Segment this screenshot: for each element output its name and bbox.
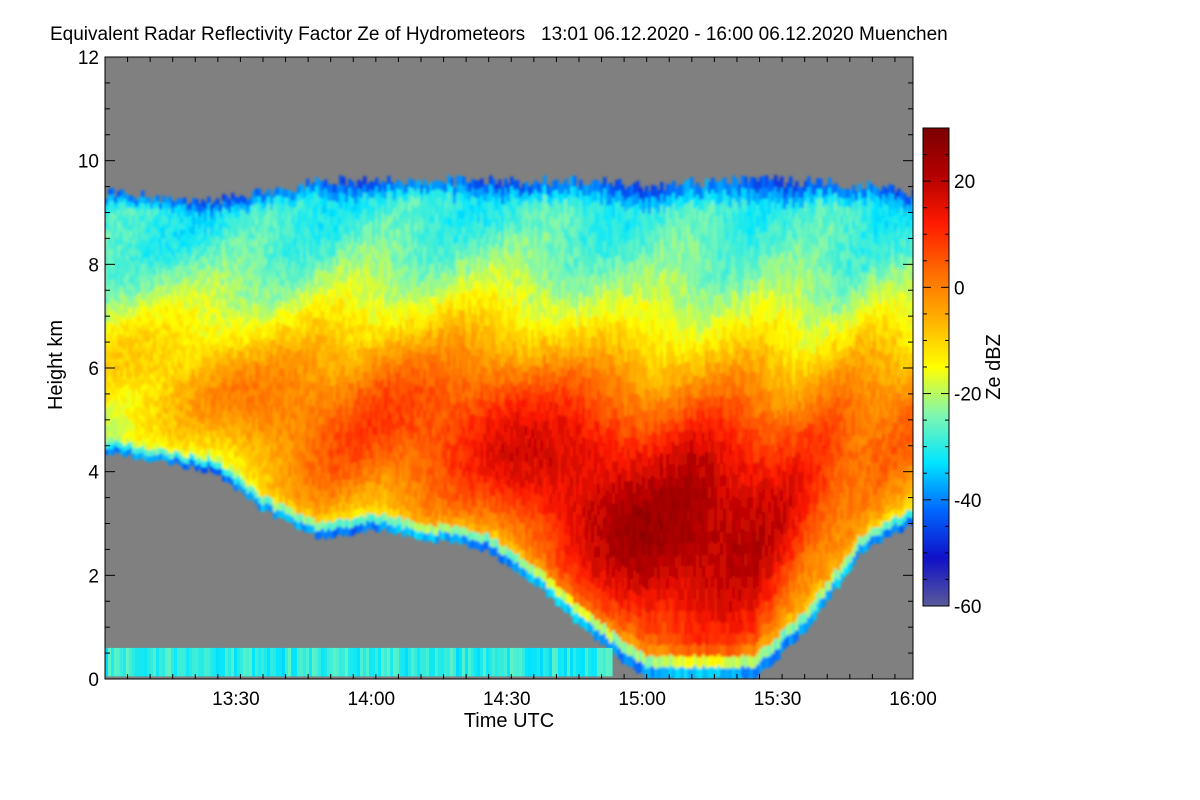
x-tick-label: 14:00 — [348, 689, 396, 710]
colorbar-tick-label: -60 — [954, 597, 981, 618]
x-tick-label: 14:30 — [483, 689, 531, 710]
colorbar-tick-label: 20 — [954, 172, 975, 193]
chart-title: Equivalent Radar Reflectivity Factor Ze … — [50, 24, 948, 45]
y-tick-label: 12 — [78, 48, 99, 69]
colorbar-axis: 20 0 -20 -40 -60 — [923, 127, 981, 618]
x-tick-label: 13:30 — [212, 689, 260, 710]
y-tick-label: 8 — [88, 255, 99, 276]
reflectivity-heatmap — [105, 175, 913, 679]
y-axis-label: Height km — [45, 320, 67, 410]
echo-field — [105, 175, 913, 679]
y-tick-label: 2 — [88, 566, 99, 587]
y-tick-label: 0 — [88, 670, 99, 691]
y-tick-label: 10 — [78, 152, 99, 173]
colorbar-tick-label: 0 — [954, 278, 965, 299]
y-axis: 0 2 4 6 8 10 12 — [78, 48, 913, 691]
x-tick-label: 15:00 — [618, 689, 666, 710]
x-tick-label: 16:00 — [889, 689, 937, 710]
colorbar-tick-label: -20 — [954, 385, 981, 406]
x-axis-label: Time UTC — [464, 710, 554, 732]
x-axis: 13:30 14:00 14:30 15:00 15:30 16:00 — [104, 57, 937, 710]
colorbar-label: Ze dBZ — [983, 334, 1005, 400]
colorbar-tick-label: -40 — [954, 491, 981, 512]
y-tick-label: 6 — [88, 359, 99, 380]
colorbar — [922, 127, 950, 607]
x-tick-label: 15:30 — [754, 689, 802, 710]
y-tick-label: 4 — [88, 463, 99, 484]
